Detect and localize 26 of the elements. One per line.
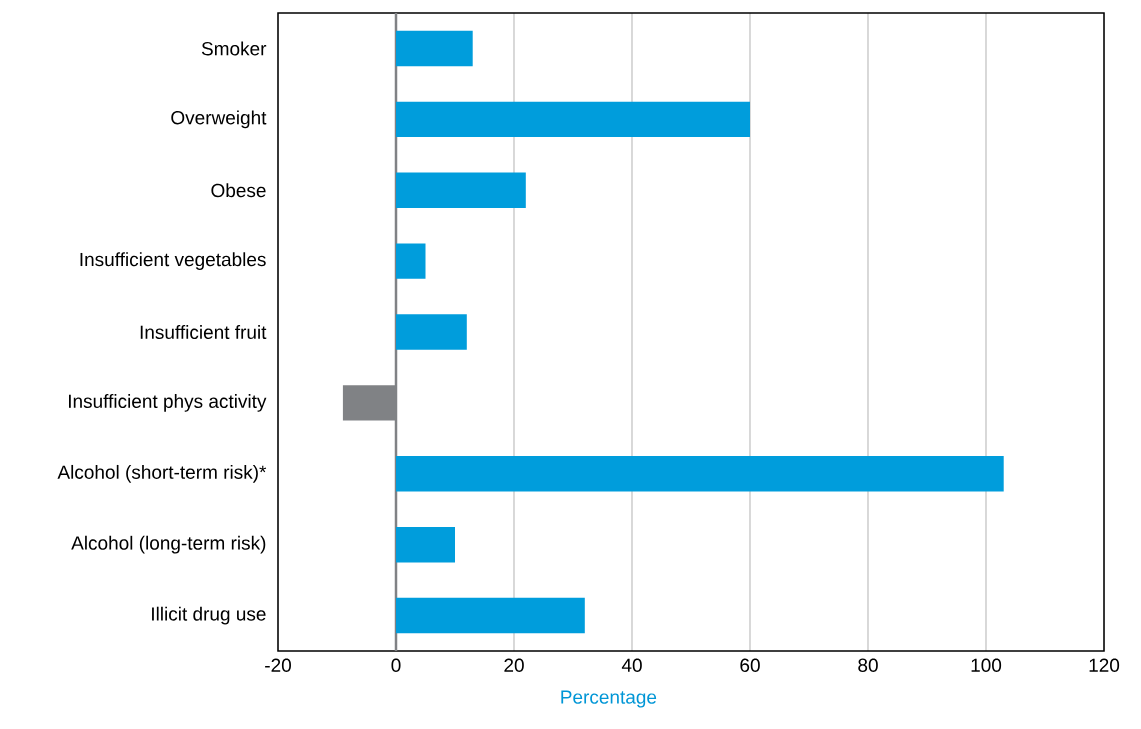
x-tick-label: 100 — [971, 658, 1002, 672]
y-tick-label: Smoker — [201, 41, 267, 56]
y-tick-label: Obese — [211, 183, 266, 198]
bar — [396, 243, 426, 279]
x-tick-label: 80 — [858, 658, 878, 672]
x-tick-label: 120 — [1089, 658, 1120, 672]
bar — [396, 597, 585, 634]
y-tick-label: Illicit drug use — [152, 606, 266, 625]
bar — [396, 101, 750, 138]
bar — [396, 526, 455, 563]
bar — [396, 314, 467, 350]
bar — [396, 172, 526, 208]
y-tick-label: Alcohol (short-term risk)* — [57, 464, 267, 483]
x-tick-label: 40 — [621, 658, 642, 672]
y-tick-label: Overweight — [171, 110, 267, 129]
x-axis-title: Percentage — [561, 690, 657, 708]
y-tick-label: Insufficient vegetables — [80, 252, 266, 270]
bar — [396, 456, 1004, 492]
x-tick-label: 0 — [391, 658, 401, 672]
x-tick-label: 60 — [740, 658, 760, 672]
bar — [396, 30, 473, 67]
y-tick-label: Insufficient fruit — [140, 325, 267, 339]
y-tick-label: Alcohol (long-term risk) — [71, 535, 266, 554]
x-tick-label: -20 — [265, 658, 291, 672]
y-tick-label: Insufficient phys activity — [68, 394, 267, 412]
x-tick-label: 20 — [504, 658, 524, 672]
